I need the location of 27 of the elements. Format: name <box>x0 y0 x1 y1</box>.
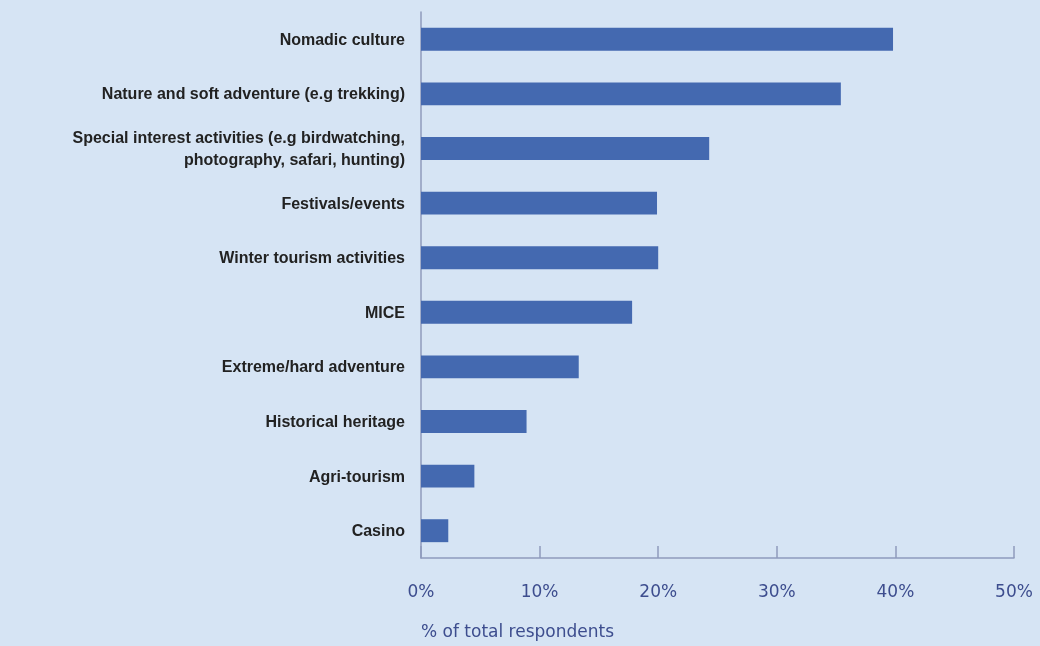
x-tick-label: 0% <box>407 580 435 601</box>
x-axis-title: % of total respondents <box>421 620 615 641</box>
bar <box>421 300 633 324</box>
x-tick-label: 30% <box>757 580 796 601</box>
bar <box>421 27 894 51</box>
y-tick-label: Extreme/hard adventure <box>221 358 406 376</box>
bar <box>421 137 710 160</box>
bar <box>421 191 658 215</box>
x-tick-label: 40% <box>876 580 915 601</box>
y-tick-label: Casino <box>351 522 406 540</box>
y-tick-label: Agri-tourism <box>309 467 405 485</box>
bar <box>421 519 449 543</box>
x-tick-label: 20% <box>639 580 678 601</box>
y-tick-label: Special interest activities (e.g birdwatching, photography, safari, hunting) <box>72 129 405 168</box>
x-tick-label: 50% <box>995 580 1033 601</box>
x-tick-label: 10% <box>520 580 559 601</box>
y-tick-label: Festivals/events <box>281 194 406 212</box>
y-tick-label: Winter tourism activities <box>219 249 406 267</box>
bar <box>421 82 841 106</box>
y-tick-label: Historical heritage <box>265 413 406 430</box>
bar <box>421 246 659 270</box>
y-tick-label: MICE <box>365 303 406 321</box>
bar <box>421 355 579 379</box>
bar <box>421 464 475 488</box>
y-tick-label: Nomadic culture <box>279 30 406 48</box>
y-tick-label: Nature and soft adventure (e.g trekking) <box>101 85 405 103</box>
bar <box>421 410 527 433</box>
